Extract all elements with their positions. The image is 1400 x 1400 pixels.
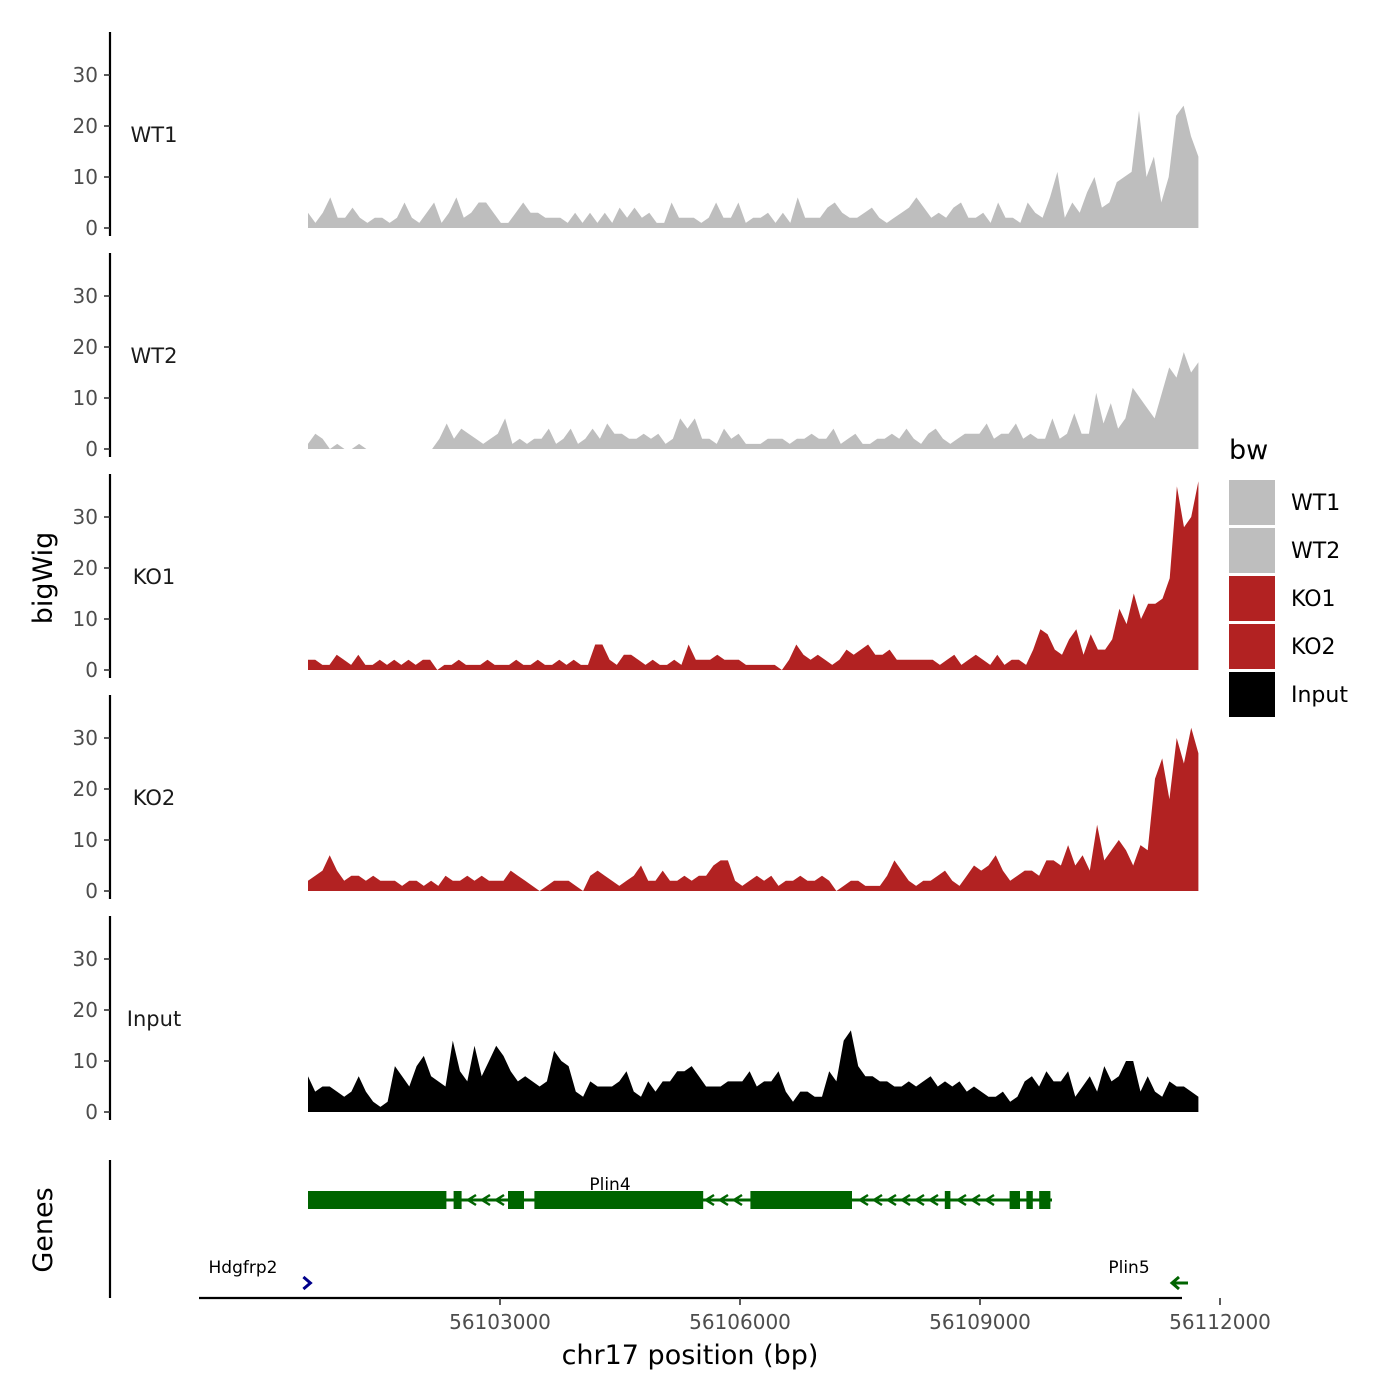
y-tick-label: 10 bbox=[73, 165, 98, 189]
strand-chevron bbox=[955, 1193, 967, 1207]
y-tick-label: 20 bbox=[73, 777, 98, 801]
y-tick-label: 20 bbox=[73, 556, 98, 580]
signal-tracks: 0 10 20 30 WT1 0 10 20 30 WT2 0 10 20 30 KO1 0 10 20 30 KO2… bbox=[73, 32, 1199, 1124]
strand-chevron bbox=[913, 1193, 925, 1207]
strand-chevron bbox=[493, 1193, 505, 1207]
y-tick-label: 30 bbox=[73, 63, 98, 87]
y-tick-label: 30 bbox=[73, 947, 98, 971]
strand-arrow bbox=[302, 1275, 313, 1291]
area-ko1 bbox=[308, 481, 1199, 670]
track-wt1: 0 10 20 30 WT1 bbox=[73, 32, 1199, 240]
strand-chevron bbox=[703, 1193, 715, 1207]
y-tick-label: 0 bbox=[85, 437, 98, 461]
x-tick-label: 56109000 bbox=[929, 1310, 1031, 1334]
y-tick-label: 10 bbox=[73, 1049, 98, 1073]
y-tick-label: 10 bbox=[73, 828, 98, 852]
legend-item-wt2: WT2 bbox=[1229, 528, 1340, 573]
x-axis: 56103000 56106000 56109000 56112000 bbox=[199, 1296, 1271, 1334]
strand-chevron bbox=[927, 1193, 939, 1207]
area-wt1 bbox=[308, 105, 1199, 228]
genes-track: Plin4 Hdgfrp2 Plin5 bbox=[108, 1160, 1188, 1298]
strand-chevron bbox=[731, 1193, 743, 1207]
x-tick-label: 56106000 bbox=[689, 1310, 791, 1334]
x-tick-label: 56112000 bbox=[1169, 1310, 1271, 1334]
legend-swatch bbox=[1229, 624, 1275, 669]
gene-hdgfrp2: Hdgfrp2 bbox=[209, 1258, 313, 1291]
strand-chevron bbox=[885, 1193, 897, 1207]
track-label: Input bbox=[127, 1007, 181, 1031]
legend-label: WT1 bbox=[1291, 491, 1340, 516]
strand-chevron bbox=[717, 1193, 729, 1207]
strand-chevron bbox=[479, 1193, 491, 1207]
x-tick-label: 56103000 bbox=[449, 1310, 551, 1334]
legend-label: WT2 bbox=[1291, 539, 1340, 564]
strand-arrow bbox=[1169, 1275, 1180, 1291]
y-tick-label: 0 bbox=[85, 1100, 98, 1124]
gene-exon bbox=[944, 1191, 951, 1209]
gene-label: Hdgfrp2 bbox=[209, 1258, 278, 1278]
track-label: WT1 bbox=[131, 123, 178, 147]
legend-item-input: Input bbox=[1229, 672, 1348, 717]
legend-swatch bbox=[1229, 480, 1275, 525]
strand-chevron bbox=[983, 1193, 995, 1207]
legend-label: KO2 bbox=[1291, 635, 1336, 660]
legend-swatch bbox=[1229, 672, 1275, 717]
legend-label: KO1 bbox=[1291, 587, 1336, 612]
y-tick-label: 30 bbox=[73, 505, 98, 529]
gene-label: Plin5 bbox=[1108, 1258, 1149, 1278]
legend-title: bw bbox=[1229, 435, 1268, 466]
gene-exon bbox=[308, 1191, 447, 1209]
area-wt2 bbox=[308, 352, 1199, 449]
y-tick-label: 30 bbox=[73, 284, 98, 308]
y-tick-label: 20 bbox=[73, 114, 98, 138]
strand-chevron bbox=[899, 1193, 911, 1207]
gene-exon bbox=[508, 1191, 524, 1209]
legend-item-wt1: WT1 bbox=[1229, 480, 1340, 525]
gene-exon bbox=[1026, 1191, 1033, 1209]
gene-exon bbox=[534, 1191, 704, 1209]
y-tick-label: 20 bbox=[73, 335, 98, 359]
gene-exon bbox=[453, 1191, 462, 1209]
track-ko1: 0 10 20 30 KO1 bbox=[73, 474, 1199, 682]
strand-chevron bbox=[465, 1193, 477, 1207]
gene-exon bbox=[1039, 1191, 1051, 1209]
y-tick-label: 10 bbox=[73, 607, 98, 631]
area-ko2 bbox=[308, 727, 1199, 891]
track-label: KO2 bbox=[133, 786, 176, 810]
gene-exon bbox=[750, 1191, 852, 1209]
legend-item-ko2: KO2 bbox=[1229, 624, 1336, 669]
track-input: 0 10 20 30 Input bbox=[73, 916, 1199, 1124]
legend-label: Input bbox=[1291, 683, 1348, 708]
gene-plin5: Plin5 bbox=[1108, 1258, 1188, 1291]
y-tick-label: 0 bbox=[85, 879, 98, 903]
track-wt2: 0 10 20 30 WT2 bbox=[73, 253, 1199, 461]
strand-chevron bbox=[969, 1193, 981, 1207]
track-ko2: 0 10 20 30 KO2 bbox=[73, 695, 1199, 903]
gene-exon bbox=[1009, 1191, 1020, 1209]
y-tick-label: 10 bbox=[73, 386, 98, 410]
y-axis-title: bigWig bbox=[28, 532, 59, 625]
y-tick-label: 30 bbox=[73, 726, 98, 750]
y-tick-label: 0 bbox=[85, 216, 98, 240]
legend-swatch bbox=[1229, 528, 1275, 573]
area-input bbox=[308, 1030, 1199, 1112]
y-tick-label: 0 bbox=[85, 658, 98, 682]
strand-chevron bbox=[871, 1193, 883, 1207]
gene-plin4: Plin4 bbox=[308, 1175, 1052, 1209]
legend-item-ko1: KO1 bbox=[1229, 576, 1336, 621]
y-tick-label: 20 bbox=[73, 998, 98, 1022]
strand-chevron bbox=[857, 1193, 869, 1207]
legend: bw WT1 WT2 KO1 KO2 Input bbox=[1229, 435, 1348, 717]
track-label: WT2 bbox=[131, 344, 178, 368]
x-axis-title: chr17 position (bp) bbox=[562, 1340, 819, 1371]
track-label: KO1 bbox=[133, 565, 176, 589]
genes-axis-title: Genes bbox=[28, 1187, 59, 1272]
gene-label: Plin4 bbox=[589, 1175, 630, 1195]
legend-swatch bbox=[1229, 576, 1275, 621]
